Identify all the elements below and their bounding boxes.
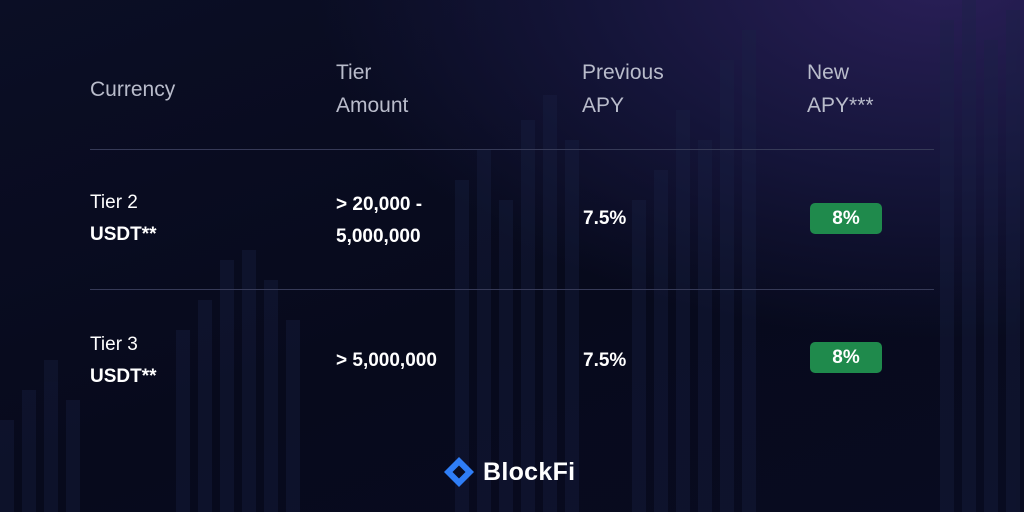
header-tier-amount-line2: Amount [336,94,409,117]
row-tier-label: Tier 2 [90,192,138,213]
row-tier-amount-line1: > 20,000 - [336,194,423,215]
table-row: Tier 3 USDT** > 5,000,000 7.5% 8% [90,329,934,409]
blockfi-diamond-icon [444,457,474,487]
row-currency-cell: Tier 2 USDT** [90,187,157,251]
header-previous-apy-line1: Previous [582,61,664,84]
brand-name: BlockFi [483,457,576,486]
header-tier-amount-line1: Tier [336,61,372,84]
header-new-apy: New APY*** [807,56,874,122]
table-header: Currency Tier Amount Previous APY New AP… [90,56,934,126]
row-previous-apy: 7.5% [583,350,627,371]
row-previous-apy: 7.5% [583,208,627,229]
row-tier-amount-line1: > 5,000,000 [336,350,437,371]
header-divider [90,149,934,150]
header-currency: Currency [90,73,175,106]
new-apy-badge: 8% [810,342,882,373]
header-previous-apy-line2: APY [582,94,625,117]
new-apy-badge: 8% [810,203,882,234]
header-new-apy-line2: APY*** [807,94,874,117]
blockfi-logo: BlockFi [443,455,575,489]
row-currency-label: USDT** [90,366,157,387]
table-row: Tier 2 USDT** > 20,000 - 5,000,000 7.5% … [90,187,934,267]
header-previous-apy: Previous APY [582,56,664,122]
row-tier-amount-cell: > 20,000 - 5,000,000 [336,189,466,253]
row-tier-label: Tier 3 [90,334,138,355]
row-tier-amount-line2: 5,000,000 [336,226,421,247]
row-divider [90,289,934,290]
header-currency-label: Currency [90,78,176,101]
header-tier-amount: Tier Amount [336,56,408,122]
row-currency-cell: Tier 3 USDT** [90,329,157,393]
row-currency-label: USDT** [90,224,157,245]
row-tier-amount-cell: > 5,000,000 [336,345,437,377]
header-new-apy-line1: New [807,61,850,84]
